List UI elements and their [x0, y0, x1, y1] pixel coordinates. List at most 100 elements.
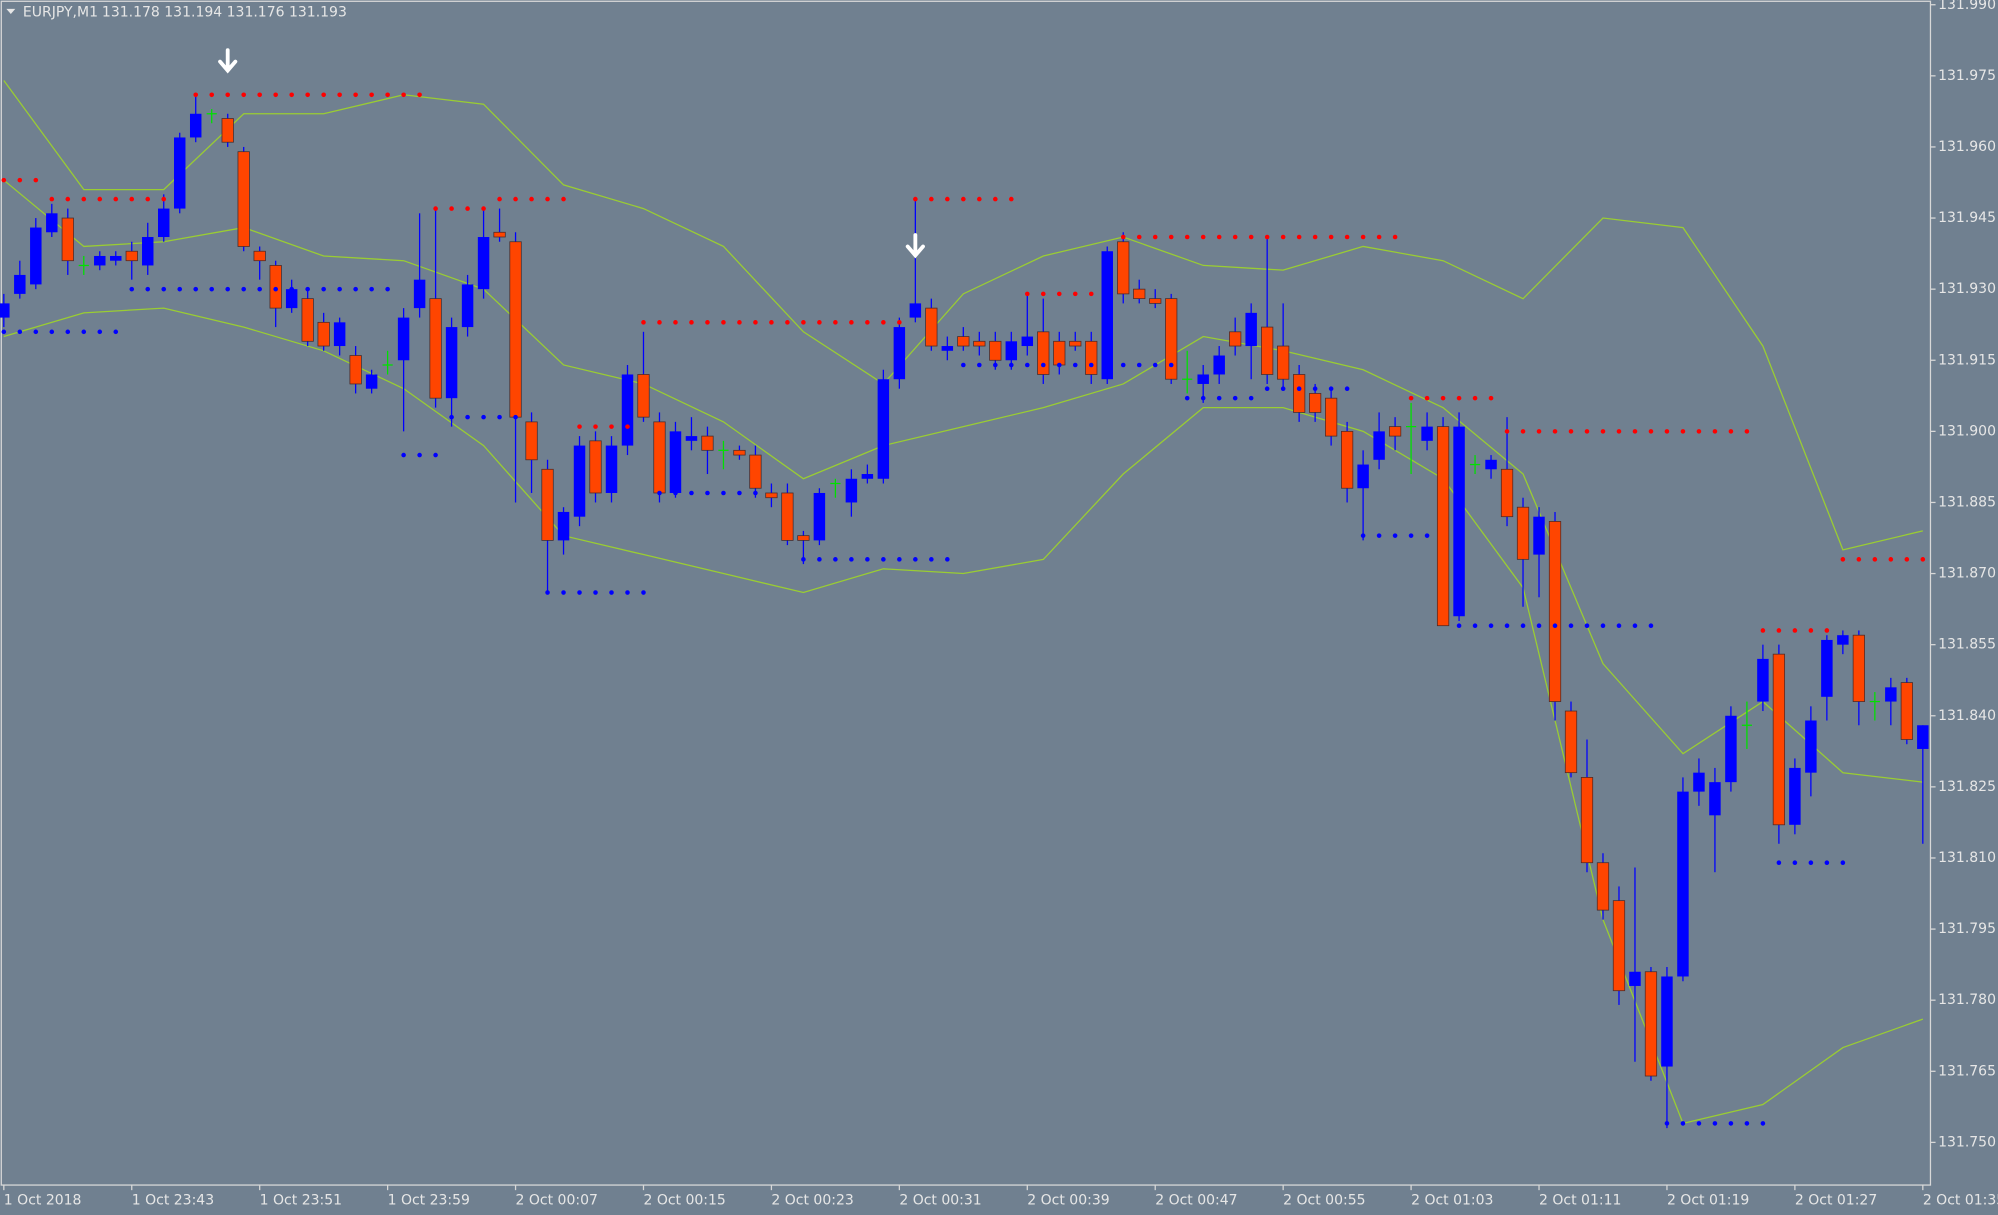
candle-body	[813, 492, 826, 541]
support-dot	[545, 590, 550, 595]
candle-body	[413, 279, 426, 309]
y-tick-label: 131.750	[1938, 1134, 1996, 1150]
resistance-dot	[49, 196, 55, 202]
candle-body	[1500, 468, 1514, 518]
resistance-dot	[225, 92, 230, 98]
support-dot	[593, 590, 598, 595]
candle-body	[317, 321, 330, 347]
candle-body	[14, 274, 26, 294]
support-dot	[801, 557, 806, 562]
support-dot	[257, 286, 262, 292]
candle-body	[877, 379, 890, 479]
support-dot	[481, 414, 486, 420]
resistance-dot	[337, 92, 342, 98]
support-dot	[209, 286, 215, 292]
resistance-dot	[289, 92, 294, 98]
support-dot	[1424, 533, 1430, 538]
support-dot	[1264, 386, 1270, 391]
candle-body	[845, 478, 858, 503]
support-dot	[97, 329, 103, 335]
x-tick-label: 2 Oct 01:35	[1923, 1192, 1998, 1208]
resistance-dot	[1632, 429, 1638, 434]
y-tick-label: 131.930	[1938, 281, 1996, 297]
support-dot	[1760, 1121, 1766, 1126]
x-tick-label: 2 Oct 00:31	[899, 1192, 981, 1208]
support-dot	[1, 329, 7, 335]
resistance-dot	[65, 196, 71, 202]
y-tick-label: 131.810	[1938, 850, 1996, 866]
resistance-dot	[193, 92, 199, 98]
candle-body	[1629, 971, 1641, 986]
support-dot	[1040, 362, 1046, 368]
resistance-dot	[417, 92, 422, 98]
support-dot	[1664, 1121, 1670, 1126]
candle-body	[1149, 298, 1162, 304]
support-dot	[1280, 386, 1286, 391]
resistance-dot	[273, 92, 278, 98]
candle-body	[125, 250, 138, 262]
candle-body	[253, 250, 266, 262]
x-tick-label: 2 Oct 00:55	[1283, 1192, 1365, 1208]
candle-body	[1644, 971, 1658, 1077]
support-dot	[1456, 623, 1462, 629]
menu-triangle[interactable]	[6, 8, 16, 15]
resistance-dot	[81, 196, 87, 202]
resistance-dot	[1488, 395, 1494, 401]
x-tick-label: 2 Oct 00:15	[643, 1192, 725, 1208]
candle-body	[701, 435, 714, 451]
resistance-dot	[769, 320, 774, 325]
candle-body	[1309, 393, 1322, 413]
resistance-dot	[1072, 291, 1078, 297]
support-dot	[1584, 623, 1590, 629]
support-dot	[1488, 623, 1494, 629]
candle-body	[525, 421, 538, 461]
candle-body	[1245, 312, 1257, 347]
candle-body	[909, 303, 922, 318]
support-dot	[1824, 860, 1830, 866]
support-dot	[1712, 1121, 1718, 1126]
ohlc: 131.178 131.194 131.176 131.193	[102, 5, 347, 21]
resistance-dot	[961, 196, 966, 202]
candle-body	[173, 137, 186, 209]
resistance-dot	[545, 196, 550, 202]
resistance-dot	[1120, 234, 1126, 240]
resistance-dot	[1040, 291, 1046, 297]
candle-body	[0, 303, 10, 318]
support-dot	[657, 490, 662, 496]
candle-body	[301, 298, 314, 342]
resistance-dot	[1440, 395, 1446, 401]
resistance-dot	[1472, 395, 1478, 401]
resistance-dot	[1824, 628, 1830, 633]
candle-body	[429, 298, 442, 399]
candle-body	[1709, 782, 1721, 816]
support-dot	[241, 286, 246, 292]
candle-body	[941, 346, 954, 351]
support-dot	[465, 414, 470, 420]
candle-body	[957, 336, 970, 347]
support-dot	[609, 590, 614, 595]
candle-body	[1485, 459, 1497, 470]
support-dot	[817, 557, 822, 562]
resistance-dot	[17, 177, 23, 183]
resistance-dot	[945, 196, 950, 202]
resistance-dot	[1680, 429, 1686, 434]
resistance-dot	[1840, 557, 1846, 562]
support-dot	[65, 329, 71, 335]
resistance-dot	[321, 92, 326, 98]
candle-body	[733, 449, 746, 456]
resistance-dot	[993, 196, 998, 202]
support-dot	[1744, 1121, 1750, 1126]
support-dot	[1520, 623, 1526, 629]
candle-body	[30, 227, 42, 285]
y-tick-label: 131.825	[1938, 779, 1996, 795]
candle-body	[925, 307, 938, 347]
resistance-dot	[657, 320, 662, 325]
resistance-dot	[305, 92, 310, 98]
candle-body	[1005, 341, 1018, 361]
resistance-dot	[1664, 429, 1670, 434]
resistance-dot	[1344, 234, 1350, 240]
candle-body	[1453, 426, 1465, 617]
candle-body	[605, 445, 618, 493]
y-tick-label: 131.990	[1938, 0, 1996, 13]
